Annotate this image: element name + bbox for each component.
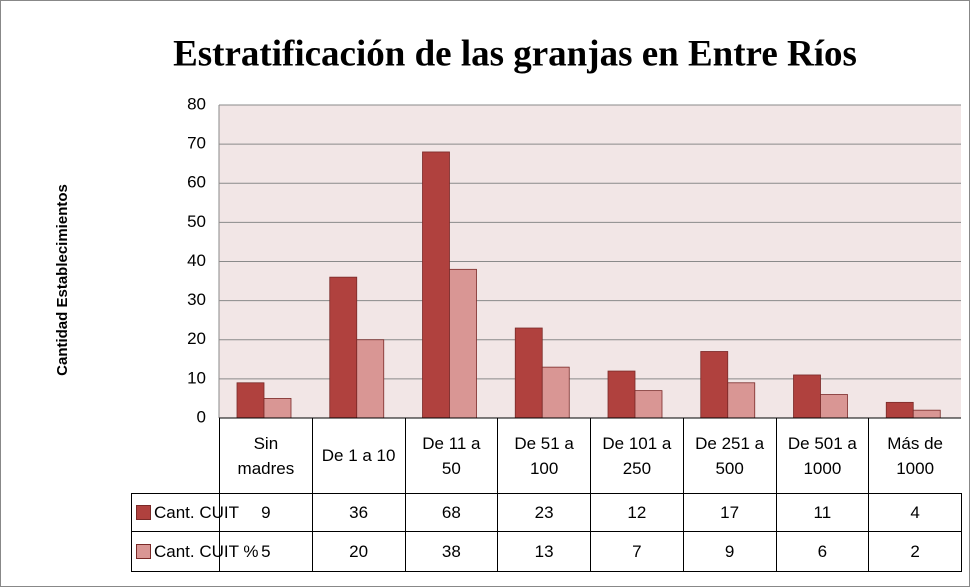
- category-label: De 251 a 500: [682, 418, 776, 493]
- legend-swatch: [136, 544, 151, 559]
- category-label: De 11 a 50: [404, 418, 498, 493]
- table-value: 6: [775, 531, 870, 572]
- y-tick-label: 80: [187, 94, 206, 113]
- bar: [449, 268, 477, 419]
- category-label: De 501 a 1000: [775, 418, 869, 493]
- legend-cell: Cant. CUIT: [131, 493, 239, 532]
- bar: [329, 276, 358, 419]
- table-value: 36: [311, 493, 406, 532]
- category-label: De 1 a 10: [311, 418, 405, 493]
- bar: [727, 382, 756, 419]
- table-value: 7: [590, 531, 684, 572]
- bar: [422, 151, 450, 419]
- y-tick-label: 30: [187, 290, 206, 309]
- y-tick-label: 60: [187, 173, 206, 192]
- table-value: 11: [775, 493, 870, 532]
- table-value: 17: [682, 493, 777, 532]
- bar: [263, 398, 292, 419]
- table-value: 2: [868, 531, 962, 572]
- legend-cell: Cant. CUIT %: [131, 531, 259, 572]
- bar: [607, 370, 636, 419]
- y-tick-label: 0: [197, 407, 206, 426]
- category-label: Más de 1000: [868, 418, 961, 493]
- legend-label: Cant. CUIT %: [154, 542, 259, 561]
- category-label: De 51 a 100: [497, 418, 590, 493]
- legend-swatch: [136, 505, 151, 520]
- y-tick-label: 50: [187, 212, 206, 231]
- table-value: 38: [404, 531, 499, 572]
- chart-title: Estratificación de las granjas en Entre …: [173, 33, 857, 74]
- bar: [236, 382, 265, 419]
- y-tick-label: 70: [187, 134, 206, 153]
- bar: [700, 351, 729, 419]
- y-axis-label: Cantidad Establecimientos: [54, 184, 71, 376]
- table-value: 68: [404, 493, 499, 532]
- bar: [514, 327, 543, 419]
- table-value: 9: [682, 531, 777, 572]
- table-value: 13: [497, 531, 591, 572]
- y-tick-label: 40: [187, 251, 206, 270]
- category-label: Sin madres: [219, 418, 312, 493]
- table-value: 12: [590, 493, 684, 532]
- table-value: 23: [497, 493, 591, 532]
- bar: [541, 366, 570, 419]
- bar: [356, 339, 385, 419]
- table-value: 20: [311, 531, 406, 572]
- y-tick-label: 10: [187, 368, 206, 387]
- category-label: De 101 a 250: [590, 418, 683, 493]
- legend-label: Cant. CUIT: [154, 503, 240, 522]
- bar: [912, 409, 941, 419]
- y-tick-label: 20: [187, 329, 206, 348]
- bar: [634, 390, 663, 419]
- bar: [793, 374, 821, 419]
- bar: [885, 401, 914, 419]
- table-value: 4: [868, 493, 962, 532]
- bar: [820, 394, 848, 419]
